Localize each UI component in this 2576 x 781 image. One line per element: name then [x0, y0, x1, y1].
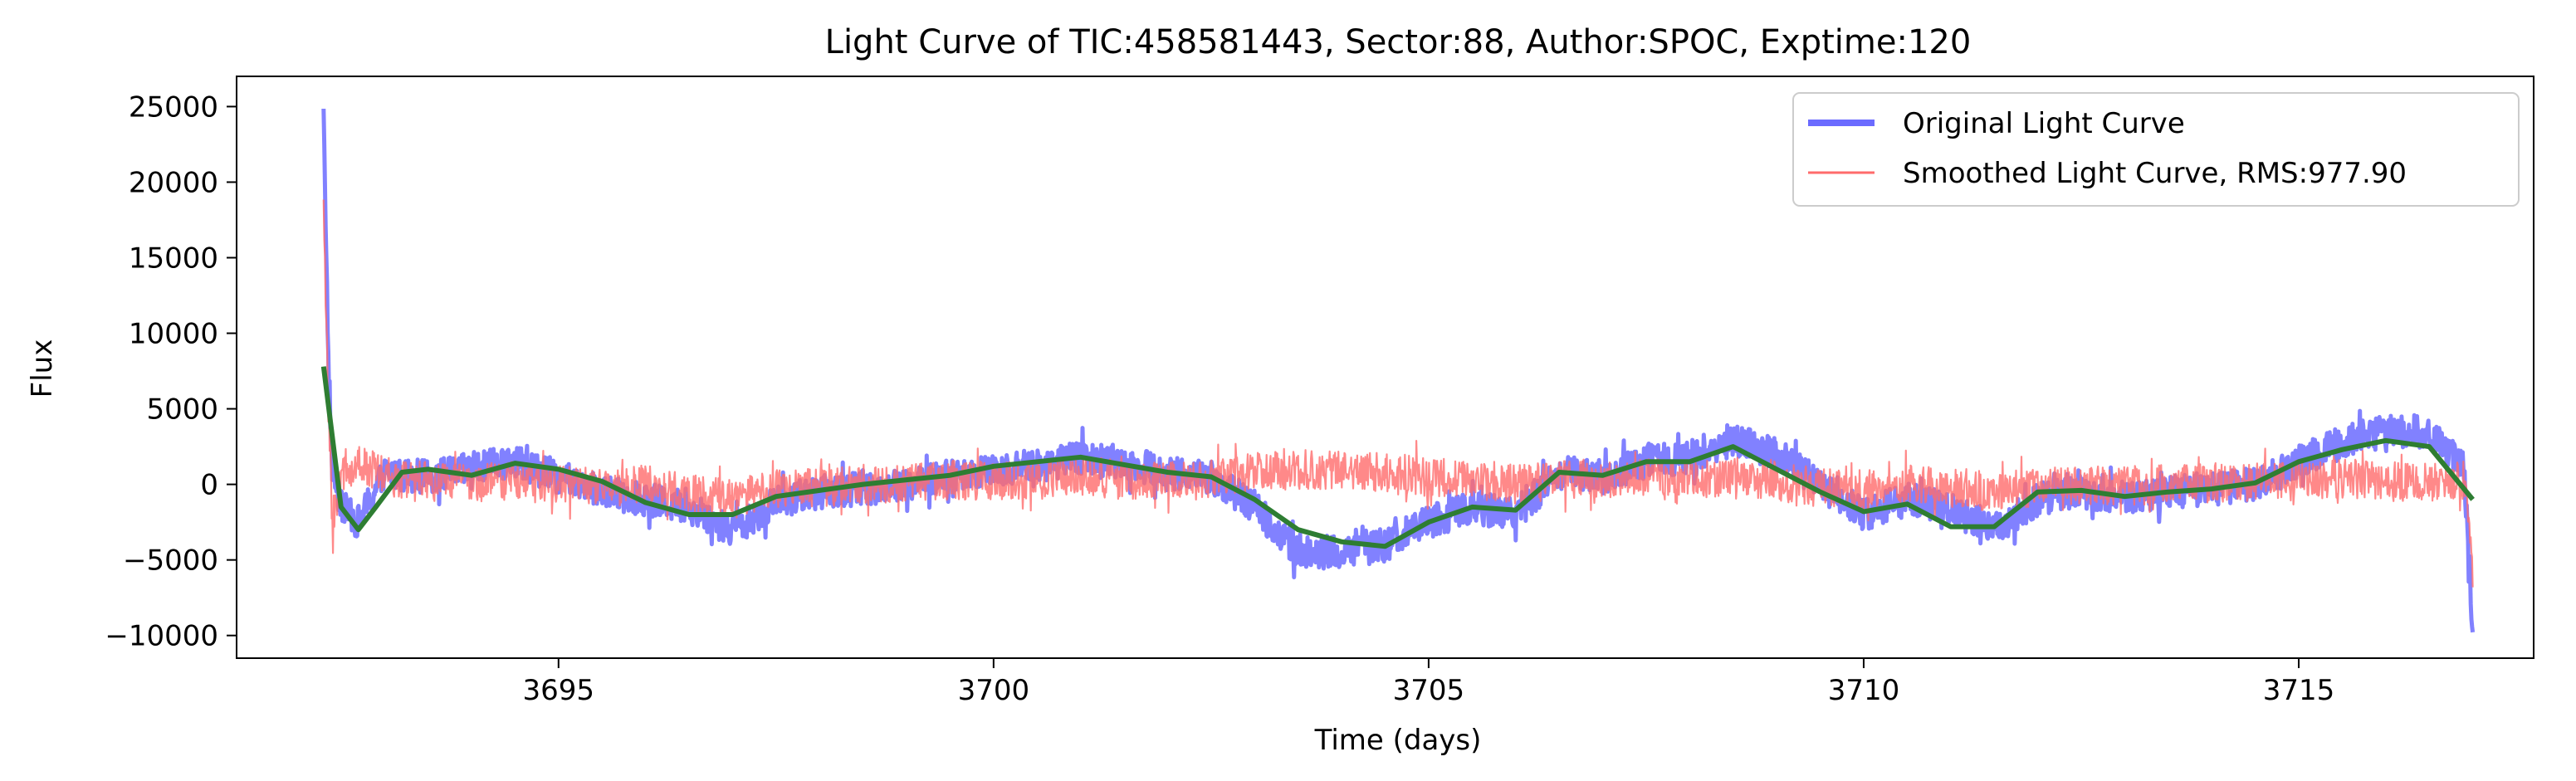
- y-tick-label: 5000: [146, 393, 218, 427]
- y-tick-label: −10000: [105, 620, 218, 653]
- chart-title: Light Curve of TIC:458581443, Sector:88,…: [825, 23, 1972, 61]
- x-tick-label: 3695: [523, 674, 595, 707]
- plot-frame: [236, 76, 2534, 659]
- x-tick-label: 3710: [1828, 674, 1900, 707]
- x-tick-label: 3715: [2263, 674, 2335, 707]
- x-axis: 3695 3700 3705 3710 3715: [523, 658, 2335, 707]
- x-tick-label: 3705: [1393, 674, 1465, 707]
- x-axis-label: Time (days): [1314, 724, 1482, 757]
- y-tick-label: 10000: [129, 318, 218, 351]
- y-tick-label: 25000: [129, 90, 218, 124]
- y-tick-label: 15000: [129, 242, 218, 275]
- legend: Original Light Curve Smoothed Light Curv…: [1792, 92, 2520, 207]
- series-layer: [320, 108, 2476, 633]
- y-tick-label: 20000: [129, 166, 218, 199]
- y-axis-label: Flux: [26, 339, 59, 398]
- y-axis: −10000 −5000 0 5000 10000 15000 20000 25000: [105, 90, 237, 653]
- x-tick-label: 3700: [958, 674, 1030, 707]
- series-line-1: [322, 199, 2474, 588]
- legend-label-smoothed: Smoothed Light Curve, RMS:977.90: [1903, 157, 2407, 190]
- legend-box: [1792, 92, 2520, 207]
- y-tick-label: −5000: [123, 544, 218, 578]
- y-tick-label: 0: [200, 469, 218, 502]
- series-line-2: [320, 366, 2475, 549]
- legend-label-original: Original Light Curve: [1903, 107, 2185, 140]
